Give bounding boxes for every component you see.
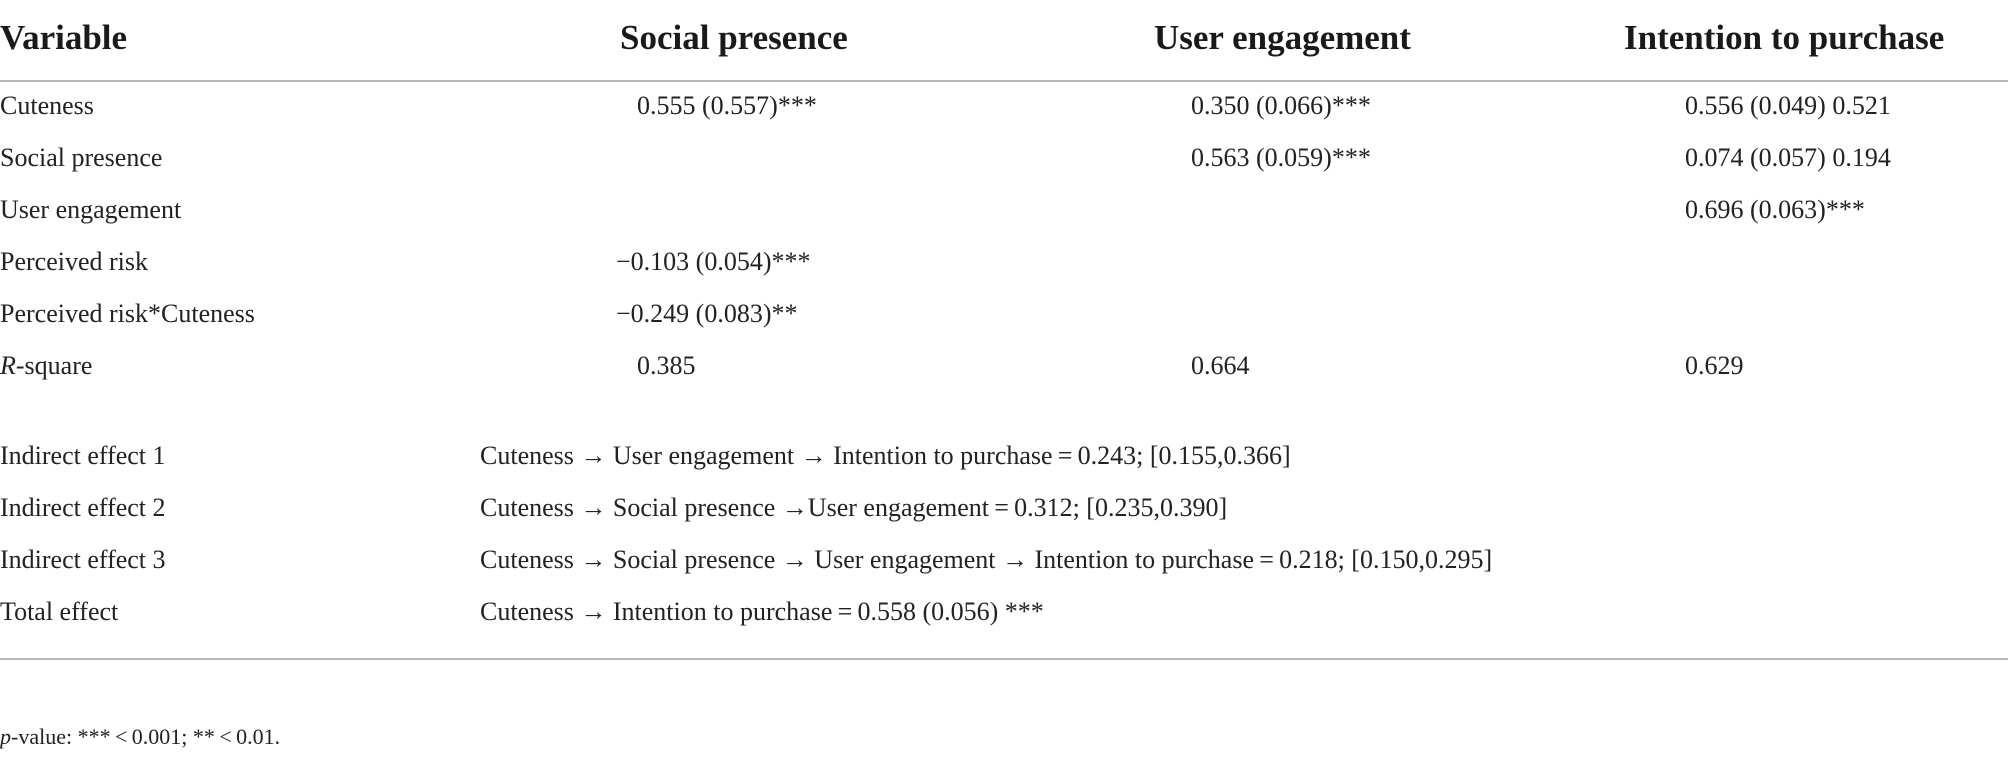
- row-label-indirect-effect-3: Indirect effect 3: [0, 545, 166, 574]
- cell-social-presence-intention: 0.074 (0.057) 0.194: [1685, 143, 1891, 172]
- cell-r-square-user-engagement: 0.664: [1191, 351, 1250, 380]
- r-square-suffix: -square: [15, 351, 93, 380]
- row-label-total-effect: Total effect: [0, 597, 119, 626]
- cell-user-engagement-intention: 0.696 (0.063)***: [1685, 195, 1865, 224]
- row-label-perceived-risk-cuteness: Perceived risk*Cuteness: [0, 299, 255, 328]
- r-square-italic-r: R: [0, 351, 16, 380]
- bottom-rule: [0, 658, 2008, 660]
- cell-total-effect: Cuteness → Intention to purchase = 0.558…: [480, 597, 1044, 626]
- table-footnote: p-value: *** < 0.001; ** < 0.01.: [0, 723, 280, 751]
- row-label-r-square: R-square: [0, 350, 92, 382]
- header-variable: Variable: [0, 18, 128, 57]
- footnote-italic-p: p: [0, 724, 11, 749]
- cell-indirect-effect-3: Cuteness → Social presence → User engage…: [480, 545, 1493, 574]
- cell-r-square-intention: 0.629: [1685, 351, 1744, 380]
- row-label-cuteness: Cuteness: [0, 91, 94, 120]
- cell-cuteness-social-presence: 0.555 (0.557)***: [637, 91, 817, 120]
- cell-perceived-risk-cuteness-social-presence: −0.249 (0.083)**: [616, 299, 798, 328]
- row-label-indirect-effect-2: Indirect effect 2: [0, 493, 166, 522]
- header-rule: [0, 80, 2008, 82]
- header-user-engagement: User engagement: [1154, 18, 1411, 57]
- cell-perceived-risk-social-presence: −0.103 (0.054)***: [616, 247, 811, 276]
- header-social-presence: Social presence: [620, 18, 848, 57]
- cell-cuteness-user-engagement: 0.350 (0.066)***: [1191, 91, 1371, 120]
- row-label-social-presence: Social presence: [0, 143, 163, 172]
- footnote-text: -value: *** < 0.001; ** < 0.01.: [11, 724, 281, 749]
- header-intention-to-purchase: Intention to purchase: [1624, 18, 1945, 57]
- row-label-indirect-effect-1: Indirect effect 1: [0, 441, 166, 470]
- cell-r-square-social-presence: 0.385: [637, 351, 696, 380]
- row-label-perceived-risk: Perceived risk: [0, 247, 149, 276]
- row-label-user-engagement: User engagement: [0, 195, 182, 224]
- cell-cuteness-intention: 0.556 (0.049) 0.521: [1685, 91, 1891, 120]
- cell-social-presence-user-engagement: 0.563 (0.059)***: [1191, 143, 1371, 172]
- cell-indirect-effect-1: Cuteness → User engagement → Intention t…: [480, 441, 1291, 470]
- cell-indirect-effect-2: Cuteness → Social presence →User engagem…: [480, 493, 1228, 522]
